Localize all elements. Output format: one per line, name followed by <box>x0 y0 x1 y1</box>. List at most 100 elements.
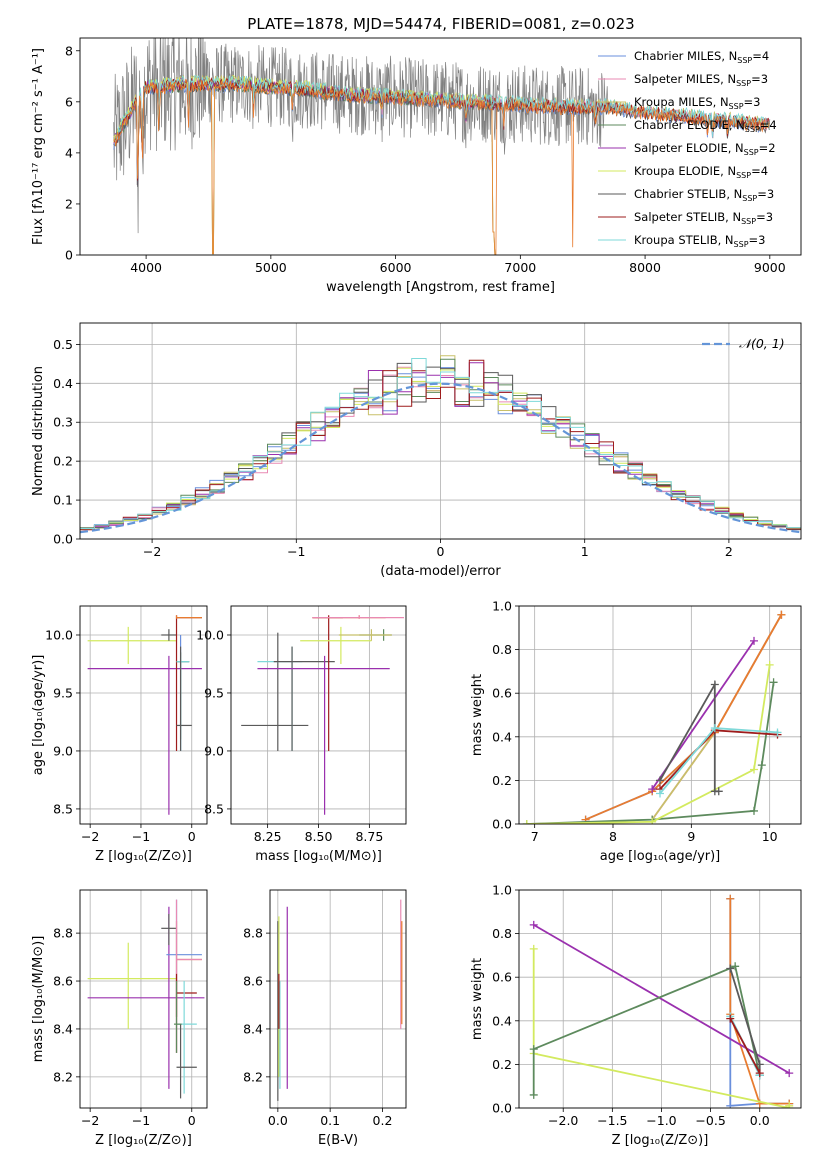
data-point-marker <box>755 1060 764 1069</box>
y-tick-label: 0.8 <box>492 642 512 657</box>
y-tick-label: 0.8 <box>492 926 512 941</box>
x-axis-label: mass [log₁₀(M/M⊙)] <box>255 849 382 864</box>
x-tick-label: 8.25 <box>254 829 282 844</box>
legend-label-main: Chabrier ELODIE, N <box>634 118 745 132</box>
legend-label-main: Salpeter MILES, N <box>634 72 736 86</box>
axes-frame <box>79 322 802 540</box>
data-point-chabrier_stelib <box>241 632 309 751</box>
x-tick-label: 1 <box>581 544 589 559</box>
series-line <box>526 664 771 824</box>
legend-label: Chabrier MILES, NSSP=4 <box>634 49 769 65</box>
data-point-marker <box>757 761 766 770</box>
legend-label-sub: SSP <box>736 171 751 180</box>
series-chabrier_stelib <box>656 680 723 796</box>
data-point-marker <box>750 765 758 774</box>
x-axis-label: Z [log₁₀(Z/Z⊙)] <box>95 849 192 864</box>
y-tick-label: 8.5 <box>204 801 224 816</box>
data-point-marker <box>529 1045 538 1054</box>
legend-label: Kroupa ELODIE, NSSP=4 <box>634 164 768 180</box>
legend-label-tail: =3 <box>744 95 761 109</box>
x-tick-label: 9000 <box>754 260 786 275</box>
x-tick-label: 0 <box>188 1113 196 1128</box>
data-point-marker <box>750 806 758 815</box>
x-axis-label: Z [log₁₀(Z/Z⊙)] <box>95 1133 192 1148</box>
y-tick-label: 0.4 <box>492 1013 512 1028</box>
data-point-marker <box>765 660 774 669</box>
data-point-marker <box>773 728 782 737</box>
x-tick-label: −1 <box>132 1113 150 1128</box>
y-tick-label: 0 <box>65 248 73 263</box>
data-point-salpeter_miles <box>312 615 404 619</box>
x-tick-label: 7 <box>531 829 539 844</box>
y-axis-label: age [log₁₀(age/yr)] <box>31 655 46 776</box>
y-axis-label: Normed distribution <box>31 366 46 496</box>
plot-area <box>277 899 403 1101</box>
axes: −2 −1 0 8.5 9.0 9.5 10.0 Z [log₁₀(Z/Z⊙)] age [lo… <box>31 605 208 864</box>
age-vs-mass-panel: 8.25 8.50 8.75 8.5 9.0 9.5 10.0 mass [log₁₀(M/M… <box>196 605 407 864</box>
model-spectrum-model <box>113 79 770 255</box>
legend-label: 𝒩(0, 1) <box>739 336 785 351</box>
x-tick-label: 5000 <box>255 260 287 275</box>
legend-label: Salpeter STELIB, NSSP=3 <box>634 210 773 226</box>
data-point-salpeter_elodie <box>87 655 202 815</box>
legend-label-sub: SSP <box>742 194 757 203</box>
x-tick-label: −1 <box>287 544 305 559</box>
legend-label-tail: =4 <box>760 118 777 132</box>
grid <box>80 890 207 1108</box>
legend: 𝒩(0, 1) <box>702 336 785 351</box>
spectrum-title: PLATE=1878, MJD=54474, FIBERID=0081, z=0… <box>247 15 634 33</box>
legend-label-sub: SSP <box>745 125 760 134</box>
y-tick-label: 8 <box>65 43 73 58</box>
normal-curve <box>80 382 801 534</box>
weight-vs-metallicity-panel: −2.0 −1.5 −1.0 −0.5 0.0 0.0 0.2 0.4 0.6 0.8 1.0 Z [… <box>470 883 802 1148</box>
legend-label-tail: =3 <box>749 233 766 247</box>
data-point-marker <box>726 964 735 973</box>
legend-label-tail: =3 <box>751 72 768 86</box>
y-tick-label: 0.1 <box>53 493 73 508</box>
series-line <box>729 1018 761 1074</box>
data-point-marker <box>656 776 664 785</box>
series-salpeter_stelib <box>726 1014 764 1078</box>
x-tick-label: 8.75 <box>355 829 383 844</box>
legend-label-tail: =2 <box>759 141 776 155</box>
data-point-marker <box>710 680 719 689</box>
y-tick-label: 0.6 <box>492 686 512 701</box>
axes-frame <box>79 37 802 256</box>
plot-area <box>522 610 786 824</box>
x-axis-label: Z [log₁₀(Z/Z⊙)] <box>612 1133 709 1148</box>
data-point-chabrier_elodie <box>173 981 182 1053</box>
data-point-marker <box>648 785 657 794</box>
data-point-marker <box>648 817 657 824</box>
legend-label-sub: SSP <box>744 148 759 157</box>
data-point-chabrier_stelib <box>161 629 177 641</box>
x-axis-label: wavelength [Angstrom, rest frame] <box>326 280 555 295</box>
x-tick-label: −2.0 <box>548 1113 578 1128</box>
data-point-marker <box>714 787 723 796</box>
data-point-marker <box>726 894 735 903</box>
plot-area <box>529 894 794 1108</box>
data-point-marker <box>529 1090 538 1099</box>
y-tick-label: 8.6 <box>243 974 263 989</box>
x-tick-label: 9 <box>687 829 695 844</box>
legend-label-sub: SSP <box>737 56 752 65</box>
data-point-marker <box>529 944 538 953</box>
legend-label-main: Kroupa STELIB, N <box>634 233 734 247</box>
data-point-marker <box>656 789 664 798</box>
axes: −2.0 −1.5 −1.0 −0.5 0.0 0.0 0.2 0.4 0.6 0.8 1.0 Z [… <box>470 883 802 1148</box>
y-tick-label: 8.8 <box>53 926 73 941</box>
y-tick-label: 8.4 <box>243 1021 263 1036</box>
legend-label: Salpeter MILES, NSSP=3 <box>634 72 768 88</box>
legend-label-main: Chabrier MILES, N <box>634 49 737 63</box>
plot-area <box>80 355 801 534</box>
mass-vs-metallicity-panel: −2 −1 0 8.2 8.4 8.6 8.8 Z [log₁₀(Z/Z⊙)] mass [lo… <box>31 889 208 1148</box>
data-point-marker <box>710 724 719 733</box>
data-point-marker <box>529 920 538 929</box>
y-tick-label: 10.0 <box>45 627 73 642</box>
weight-vs-age-panel: 7 8 9 10 0.0 0.2 0.4 0.6 0.8 1.0 age [log₁₀(age/yr… <box>470 599 802 864</box>
plot-area <box>113 38 771 255</box>
x-tick-label: 0 <box>437 544 445 559</box>
legend-label-main: Salpeter STELIB, N <box>634 210 741 224</box>
data-point-marker <box>750 636 758 645</box>
y-tick-label: 6 <box>65 94 73 109</box>
